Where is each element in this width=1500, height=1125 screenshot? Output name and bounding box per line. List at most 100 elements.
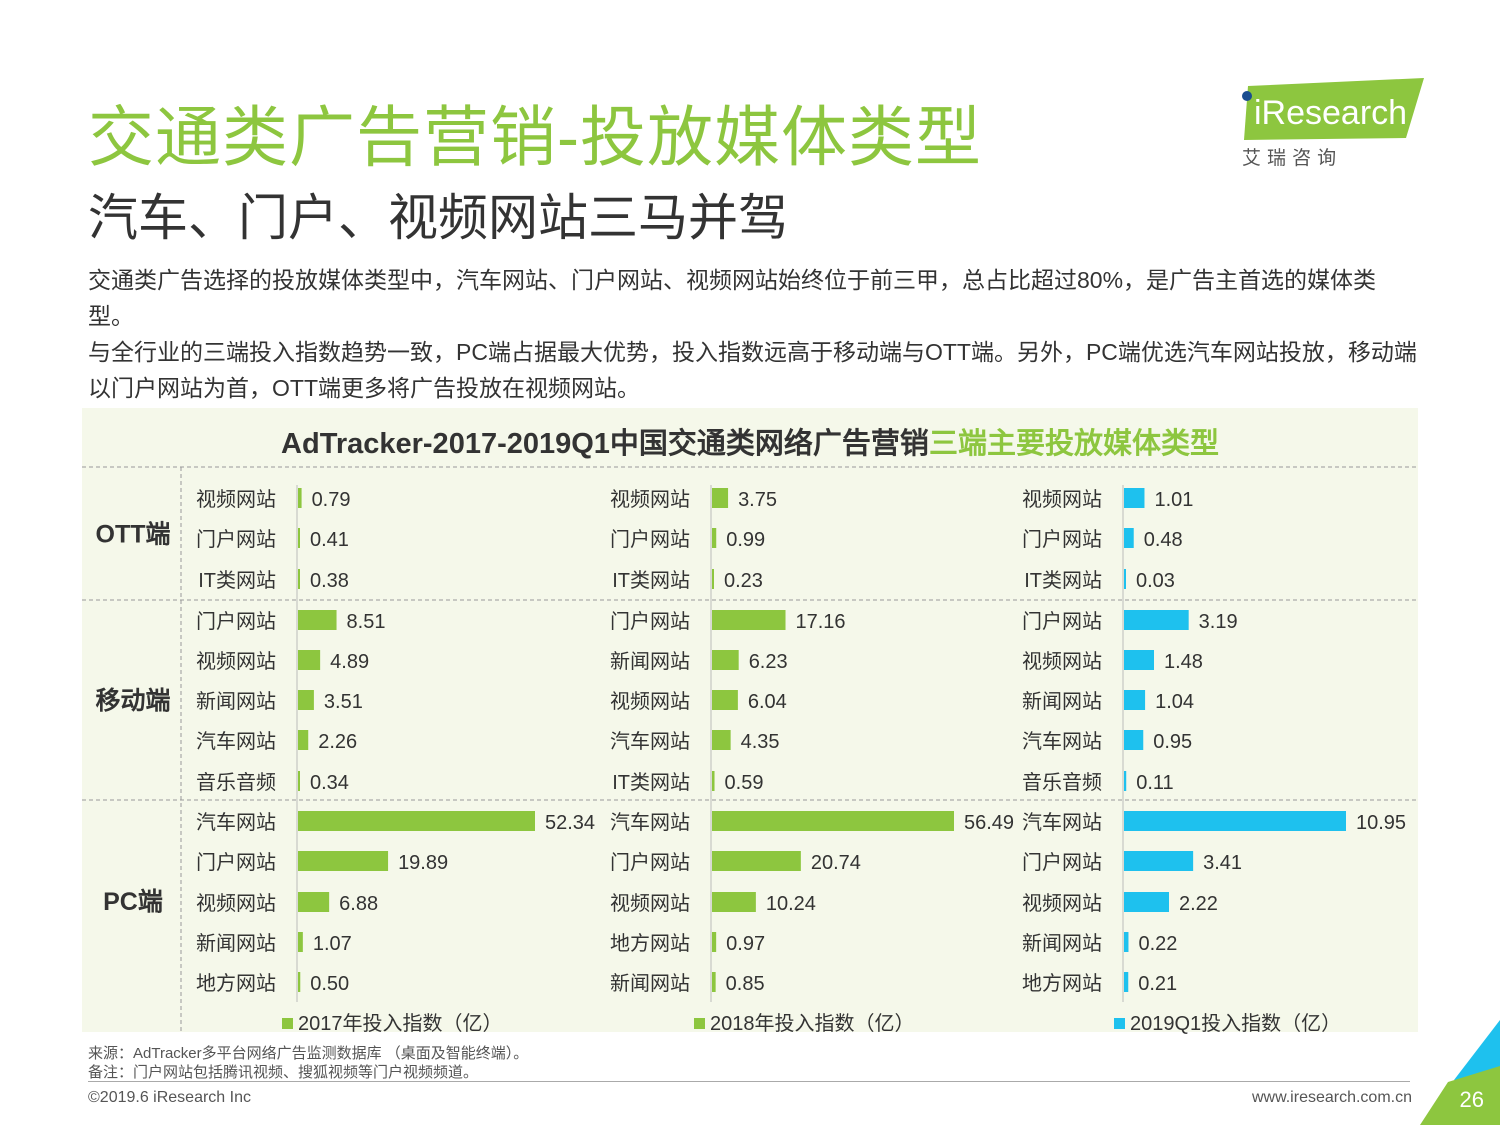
value-label: 0.22 bbox=[1138, 933, 1177, 955]
category-label: 汽车网站 bbox=[610, 730, 690, 753]
chart-background bbox=[82, 408, 1418, 1032]
category-label: 新闻网站 bbox=[610, 650, 690, 673]
bar bbox=[298, 690, 314, 710]
bar bbox=[1124, 932, 1129, 952]
value-label: 3.75 bbox=[738, 489, 777, 511]
bar bbox=[1124, 488, 1145, 508]
value-label: 0.11 bbox=[1136, 772, 1173, 794]
chart-title-highlight: 三端主要投放媒体类型 bbox=[928, 428, 1219, 460]
value-label: 1.48 bbox=[1164, 651, 1203, 673]
page-subtitle: 汽车、门户、视频网站三马并驾 bbox=[88, 190, 788, 246]
value-label: 1.07 bbox=[313, 933, 352, 955]
bar bbox=[712, 811, 954, 831]
category-label: IT类网站 bbox=[198, 569, 276, 592]
value-label: 3.41 bbox=[1203, 852, 1242, 874]
category-label: 新闻网站 bbox=[1022, 690, 1102, 713]
bar bbox=[298, 851, 389, 871]
bar bbox=[1124, 730, 1144, 750]
value-label: 10.24 bbox=[766, 893, 816, 915]
legend-label: 2019Q1投入指数（亿） bbox=[1130, 1012, 1341, 1035]
value-label: 6.23 bbox=[749, 651, 788, 673]
intro-paragraph-1: 交通类广告选择的投放媒体类型中，汽车网站、门户网站、视频网站始终位于前三甲，总占… bbox=[88, 267, 1377, 329]
bar bbox=[712, 690, 738, 710]
value-label: 0.03 bbox=[1136, 570, 1175, 592]
logo-text: iResearch bbox=[1254, 94, 1407, 132]
chart-title-main: AdTracker-2017-2019Q1中国交通类网络广告营销 bbox=[281, 428, 929, 460]
category-label: 地方网站 bbox=[1022, 972, 1102, 995]
bar bbox=[712, 972, 716, 992]
page-title: 交通类广告营销-投放媒体类型 bbox=[88, 100, 982, 174]
bar bbox=[712, 932, 717, 952]
category-label: IT类网站 bbox=[612, 771, 690, 794]
category-label: 汽车网站 bbox=[196, 811, 276, 834]
legend-swatch bbox=[694, 1018, 705, 1029]
category-label: 视频网站 bbox=[196, 650, 276, 673]
logo-subtext: 艾 瑞 咨 询 bbox=[1242, 147, 1336, 169]
value-label: 1.01 bbox=[1154, 489, 1193, 511]
bar bbox=[298, 892, 330, 912]
category-label: 视频网站 bbox=[196, 892, 276, 915]
category-label: 音乐音频 bbox=[1022, 771, 1102, 794]
bar bbox=[1124, 972, 1129, 992]
category-label: 门户网站 bbox=[196, 610, 276, 633]
bar bbox=[712, 771, 715, 791]
value-label: 20.74 bbox=[811, 852, 861, 874]
value-label: 17.16 bbox=[796, 611, 846, 633]
legend-swatch bbox=[282, 1018, 293, 1029]
bar bbox=[298, 528, 300, 548]
bar bbox=[298, 650, 321, 670]
intro-paragraph-2: 与全行业的三端投入指数趋势一致，PC端占据最大优势，投入指数远高于移动端与OTT… bbox=[88, 339, 1417, 401]
value-label: 19.89 bbox=[398, 852, 448, 874]
category-label: 新闻网站 bbox=[196, 690, 276, 713]
category-label: 门户网站 bbox=[196, 528, 276, 551]
category-label: 音乐音频 bbox=[196, 771, 276, 794]
value-label: 0.48 bbox=[1144, 529, 1183, 551]
category-label: 汽车网站 bbox=[610, 811, 690, 834]
value-label: 0.97 bbox=[726, 933, 765, 955]
group-label: PC端 bbox=[103, 888, 163, 916]
bar bbox=[712, 851, 801, 871]
bar bbox=[1124, 771, 1127, 791]
category-label: 新闻网站 bbox=[196, 932, 276, 955]
category-label: 门户网站 bbox=[196, 851, 276, 874]
value-label: 4.89 bbox=[330, 651, 369, 673]
value-label: 0.85 bbox=[726, 973, 765, 995]
bar bbox=[1124, 851, 1194, 871]
category-label: 地方网站 bbox=[196, 972, 276, 995]
value-label: 0.50 bbox=[310, 973, 349, 995]
category-label: 视频网站 bbox=[1022, 650, 1102, 673]
value-label: 10.95 bbox=[1356, 812, 1406, 834]
category-label: IT类网站 bbox=[1024, 569, 1102, 592]
category-label: 门户网站 bbox=[610, 610, 690, 633]
category-label: 汽车网站 bbox=[1022, 730, 1102, 753]
legend-label: 2017年投入指数（亿） bbox=[298, 1012, 503, 1035]
value-label: 0.38 bbox=[310, 570, 349, 592]
bar bbox=[712, 650, 739, 670]
category-label: 新闻网站 bbox=[610, 972, 690, 995]
bar bbox=[712, 730, 731, 750]
category-label: 地方网站 bbox=[610, 932, 690, 955]
category-label: 新闻网站 bbox=[1022, 932, 1102, 955]
iresearch-logo: iResearch 艾 瑞 咨 询 bbox=[1242, 78, 1424, 169]
chart-title: AdTracker-2017-2019Q1中国交通类网络广告营销三端主要投放媒体… bbox=[82, 420, 1418, 462]
value-label: 6.88 bbox=[339, 893, 378, 915]
value-label: 0.41 bbox=[310, 529, 349, 551]
value-label: 0.99 bbox=[726, 529, 765, 551]
value-label: 52.34 bbox=[545, 812, 595, 834]
bar bbox=[298, 488, 302, 508]
bar bbox=[298, 811, 535, 831]
bar bbox=[712, 610, 786, 630]
category-label: 门户网站 bbox=[610, 528, 690, 551]
value-label: 0.59 bbox=[725, 772, 764, 794]
bar bbox=[712, 528, 717, 548]
category-label: 视频网站 bbox=[610, 892, 690, 915]
category-label: 视频网站 bbox=[610, 488, 690, 511]
category-label: 门户网站 bbox=[610, 851, 690, 874]
legend-label: 2018年投入指数（亿） bbox=[710, 1012, 915, 1035]
category-label: 门户网站 bbox=[1022, 528, 1102, 551]
bar bbox=[1124, 811, 1346, 831]
category-label: 视频网站 bbox=[1022, 488, 1102, 511]
bar bbox=[1124, 892, 1170, 912]
group-label: OTT端 bbox=[96, 521, 171, 549]
footer-divider bbox=[88, 1081, 1410, 1082]
